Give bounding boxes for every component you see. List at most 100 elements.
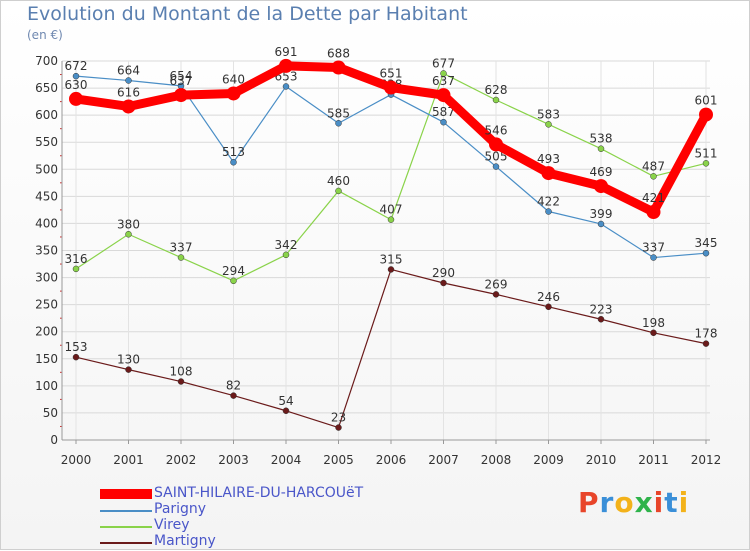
- legend-swatch: [100, 526, 152, 528]
- data-label: 587: [432, 105, 455, 119]
- x-tick-label-2005: 2005: [323, 453, 354, 467]
- legend-label: Virey: [154, 517, 190, 533]
- data-point: [702, 340, 710, 347]
- data-point: [72, 265, 80, 273]
- data-label: 677: [432, 56, 455, 70]
- data-point: [177, 254, 185, 261]
- data-label: 493: [537, 152, 560, 166]
- data-point: [335, 187, 342, 195]
- data-point: [384, 80, 398, 95]
- data-label: 583: [537, 107, 560, 121]
- x-tick-label-2011: 2011: [638, 453, 669, 467]
- data-point: [335, 424, 342, 431]
- data-label: 342: [275, 238, 298, 252]
- data-label: 316: [65, 252, 88, 266]
- data-point: [335, 120, 342, 127]
- series-saint-hilaire-du-harcou-t: 630 616 637 640 691 688 651 637 546 493 469 421 601: [65, 45, 718, 220]
- x-tick-label-2002: 2002: [166, 453, 197, 467]
- data-point: [545, 121, 552, 128]
- data-label: 601: [695, 94, 718, 108]
- logo-letter: i: [678, 486, 690, 519]
- data-point: [440, 279, 447, 287]
- data-point: [650, 329, 657, 337]
- data-point: [282, 407, 290, 415]
- chart-title: Evolution du Montant de la Dette par Hab…: [27, 3, 468, 25]
- data-point: [282, 83, 290, 90]
- legend-label: Martigny: [154, 533, 216, 549]
- data-point: [699, 107, 713, 122]
- data-point: [125, 231, 132, 238]
- data-label: 421: [642, 191, 665, 205]
- data-label: 616: [117, 85, 140, 99]
- data-point: [597, 220, 605, 228]
- y-tick-label-500: 500: [35, 162, 58, 176]
- x-tick-label-2006: 2006: [376, 453, 407, 467]
- x-tick-label-2000: 2000: [61, 453, 92, 467]
- data-label: 246: [537, 290, 560, 304]
- data-label: 290: [432, 266, 455, 280]
- data-label: 691: [275, 45, 298, 59]
- data-label: 337: [642, 241, 665, 255]
- legend-swatch: [100, 489, 152, 499]
- legend-label: Parigny: [154, 501, 207, 517]
- data-label: 380: [117, 217, 140, 231]
- data-label: 511: [695, 146, 718, 160]
- data-point: [702, 160, 710, 167]
- y-tick-label-450: 450: [35, 189, 58, 203]
- data-label: 130: [117, 353, 140, 367]
- data-label: 153: [65, 340, 88, 354]
- y-tick-label-200: 200: [35, 325, 58, 339]
- data-label: 460: [327, 174, 350, 188]
- data-point: [121, 99, 136, 114]
- data-label: 108: [170, 365, 193, 379]
- data-point: [174, 88, 188, 103]
- data-label: 315: [380, 252, 403, 266]
- y-tick-label-400: 400: [35, 216, 58, 230]
- data-point: [440, 118, 447, 126]
- data-point: [489, 137, 503, 152]
- x-tick-label-2003: 2003: [218, 453, 249, 467]
- data-label: 585: [327, 106, 350, 120]
- logo-letter: x: [634, 486, 654, 519]
- data-point: [125, 366, 132, 373]
- logo-letter: t: [664, 486, 679, 519]
- data-label: 294: [222, 264, 245, 278]
- logo-letter: P: [578, 486, 600, 519]
- x-tick-label-2007: 2007: [428, 453, 459, 467]
- y-tick-label-700: 700: [35, 54, 58, 68]
- data-point: [279, 58, 293, 73]
- data-point: [492, 96, 500, 104]
- data-label: 538: [590, 132, 613, 146]
- x-tick-label-2010: 2010: [586, 453, 617, 467]
- data-label: 546: [485, 123, 508, 137]
- data-label: 630: [65, 78, 88, 92]
- data-point: [541, 166, 556, 181]
- data-point: [440, 70, 447, 77]
- data-point: [387, 266, 395, 273]
- data-label: 345: [695, 236, 718, 250]
- y-tick-label-550: 550: [35, 135, 58, 149]
- data-point: [594, 179, 608, 194]
- logo-letter: i: [653, 486, 665, 519]
- data-point: [650, 173, 657, 180]
- data-label: 505: [485, 150, 508, 164]
- data-label: 664: [117, 63, 140, 77]
- x-tick-label-2001: 2001: [113, 453, 144, 467]
- data-label: 637: [170, 74, 193, 88]
- y-tick-label-350: 350: [35, 244, 58, 258]
- data-point: [646, 205, 661, 220]
- chart-unit-label: (en €): [27, 28, 63, 42]
- data-point: [331, 60, 346, 75]
- data-point: [650, 254, 657, 261]
- data-point: [230, 392, 237, 399]
- logo-letter: r: [599, 486, 615, 519]
- x-tick-label-2009: 2009: [533, 453, 564, 467]
- data-label: 637: [432, 74, 455, 88]
- data-point: [72, 72, 80, 80]
- series-virey: 316 380 337 294 342 460 407 677 628 583 538 487 511: [65, 56, 718, 285]
- legend-label: SAINT-HILAIRE-DU-HARCOUëT: [154, 485, 364, 501]
- y-tick-label-100: 100: [35, 379, 58, 393]
- data-label: 628: [485, 83, 508, 97]
